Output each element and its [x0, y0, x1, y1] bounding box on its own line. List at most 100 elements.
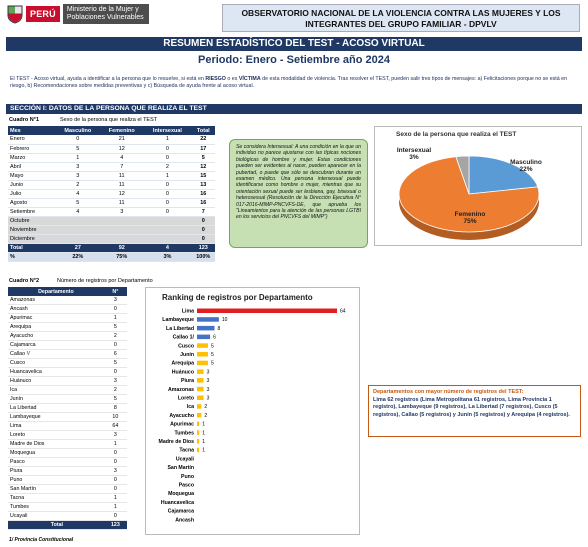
table-row: Setiembre 4 3 0 7	[8, 207, 215, 217]
table-cell: Puno	[8, 475, 104, 485]
table-cell: Ancash	[8, 304, 104, 314]
table-cell: 1	[103, 313, 127, 323]
ministry-label: Ministerio de la Mujer y Poblaciones Vul…	[62, 4, 149, 24]
pie-pct-intersexual: 3%	[409, 154, 419, 161]
bar	[197, 404, 202, 409]
table-cell: 7	[100, 162, 144, 172]
bar-category-label: Cajamarca	[168, 509, 194, 515]
table-row: Arequipa 5	[8, 322, 127, 332]
bar-category-label: Madre de Dios	[159, 439, 195, 445]
table-cell: 1	[103, 493, 127, 503]
table-cell: 4	[100, 153, 144, 163]
bar	[197, 378, 204, 383]
table-row: Marzo 1 4 0 5	[8, 153, 215, 163]
table-row: Cajamarca 0	[8, 340, 127, 350]
bar-category-label: Callao 1/	[173, 335, 195, 341]
table-cell: 0	[191, 225, 215, 235]
table-row: Piura 3	[8, 466, 127, 476]
table-cell: Arequipa	[8, 322, 104, 332]
pie-slice-masculino	[468, 155, 539, 195]
bar-category-label: La Libertad	[166, 326, 194, 332]
bar-chart-frame	[145, 287, 360, 535]
table-cell: 11	[100, 171, 144, 181]
bar-value-label: 2	[204, 404, 207, 410]
bar-value-label: 8	[218, 326, 221, 332]
bar-category-label: Ica	[187, 404, 194, 410]
cuadro2-header-1: N°	[103, 287, 127, 296]
pie-chart-title: Sexo de la persona que realiza el TEST	[396, 131, 517, 138]
table-row: Ica 2	[8, 385, 127, 395]
table-row: Puno 0	[8, 475, 127, 485]
pie-pct-masculino: 22%	[519, 166, 532, 173]
table-cell: 17	[191, 144, 215, 154]
bar-category-label: Huánuco	[172, 369, 194, 375]
bar-value-label: 2	[204, 413, 207, 419]
table-cell	[55, 234, 101, 244]
table-cell: 0	[143, 189, 192, 199]
bar-chart-title: Ranking de registros por Departamento	[162, 293, 313, 302]
table-cell: 21	[100, 135, 144, 145]
cuadro1-header-3: Intersexual	[143, 126, 192, 135]
table-cell: Lambayeque	[8, 412, 104, 422]
departamento-table: Departamento N° Amazonas 3 Ancash 0 Apurimac 1…	[8, 287, 127, 530]
table-cell: Febrero	[8, 144, 56, 154]
table-row: Diciembre 0	[8, 234, 215, 244]
table-row: Noviembre 0	[8, 225, 215, 235]
bar-value-label: 3	[207, 396, 210, 402]
table-cell: Mayo	[8, 171, 56, 181]
table-row: La Libertad 8	[8, 403, 127, 413]
pie-label-femenino: Femenino	[455, 211, 486, 218]
table-cell: 1	[103, 502, 127, 512]
table-cell: 3	[103, 376, 127, 386]
bar	[197, 386, 204, 392]
table-cell	[143, 225, 192, 235]
table-cell: Huancavelica	[8, 367, 104, 377]
table-cell: 0	[103, 484, 127, 494]
bar-category-label: Apurimac	[170, 422, 194, 428]
table-cell: 3	[55, 171, 101, 181]
intro-text: El TEST - Acoso virtual, ayuda a identif…	[10, 76, 568, 89]
table-cell: Huánuco	[8, 376, 104, 386]
table-cell: Tacna	[8, 493, 104, 503]
bar-category-label: Ucayali	[176, 456, 195, 462]
table-cell: 0	[103, 304, 127, 314]
table-cell: 5	[103, 394, 127, 404]
cuadro1-caption: Sexo de la persona que realiza el TEST	[60, 117, 158, 123]
table-cell: 123	[103, 520, 127, 530]
table-cell: 12	[100, 144, 144, 154]
bar	[197, 343, 208, 348]
table-cell: 0	[143, 198, 192, 208]
sexo-por-mes-table: Mes Masculino Femenino Intersexual Total Ene…	[8, 126, 215, 262]
table-row: Agosto 5 11 0 16	[8, 198, 215, 208]
table-row: Octubre 0	[8, 216, 215, 226]
table-cell: 0	[103, 367, 127, 377]
table-row: Total 123	[8, 520, 127, 530]
bar-category-label: Moquegua	[168, 491, 194, 497]
table-cell: 12	[100, 189, 144, 199]
ranking-bar-chart: Lima 64 Lambayeque 10 La Libertad 8 Callao 1/6…	[159, 308, 346, 523]
bar	[197, 308, 337, 313]
table-cell: 15	[191, 171, 215, 181]
table-cell: Abril	[8, 162, 56, 172]
bar	[197, 352, 208, 357]
table-cell: 0	[143, 180, 192, 190]
table-row: Cusco 5	[8, 358, 127, 368]
table-cell: 16	[191, 198, 215, 208]
bar-category-label: Tumbes	[174, 430, 194, 436]
table-cell: Piura	[8, 466, 104, 476]
bar-category-label: Cusco	[178, 343, 194, 349]
table-cell: 0	[55, 135, 101, 145]
table-row: Total 27 92 4 123	[8, 243, 215, 253]
ministry-logo: PERÚ Ministerio de la Mujer y Poblacione…	[7, 4, 149, 24]
table-cell: 27	[55, 243, 101, 253]
bar	[197, 360, 208, 366]
table-cell	[100, 225, 144, 235]
table-cell: 1	[55, 153, 101, 163]
table-cell: Cajamarca	[8, 340, 104, 350]
table-row: Moquegua 0	[8, 448, 127, 458]
cuadro2-header-0: Departamento	[8, 287, 104, 296]
table-cell: 7	[191, 207, 215, 217]
table-cell: 22%	[55, 252, 101, 262]
table-cell: Ucayali	[8, 511, 104, 521]
page-title: RESUMEN ESTADÍSTICO DEL TEST - ACOSO VIR…	[6, 37, 582, 51]
